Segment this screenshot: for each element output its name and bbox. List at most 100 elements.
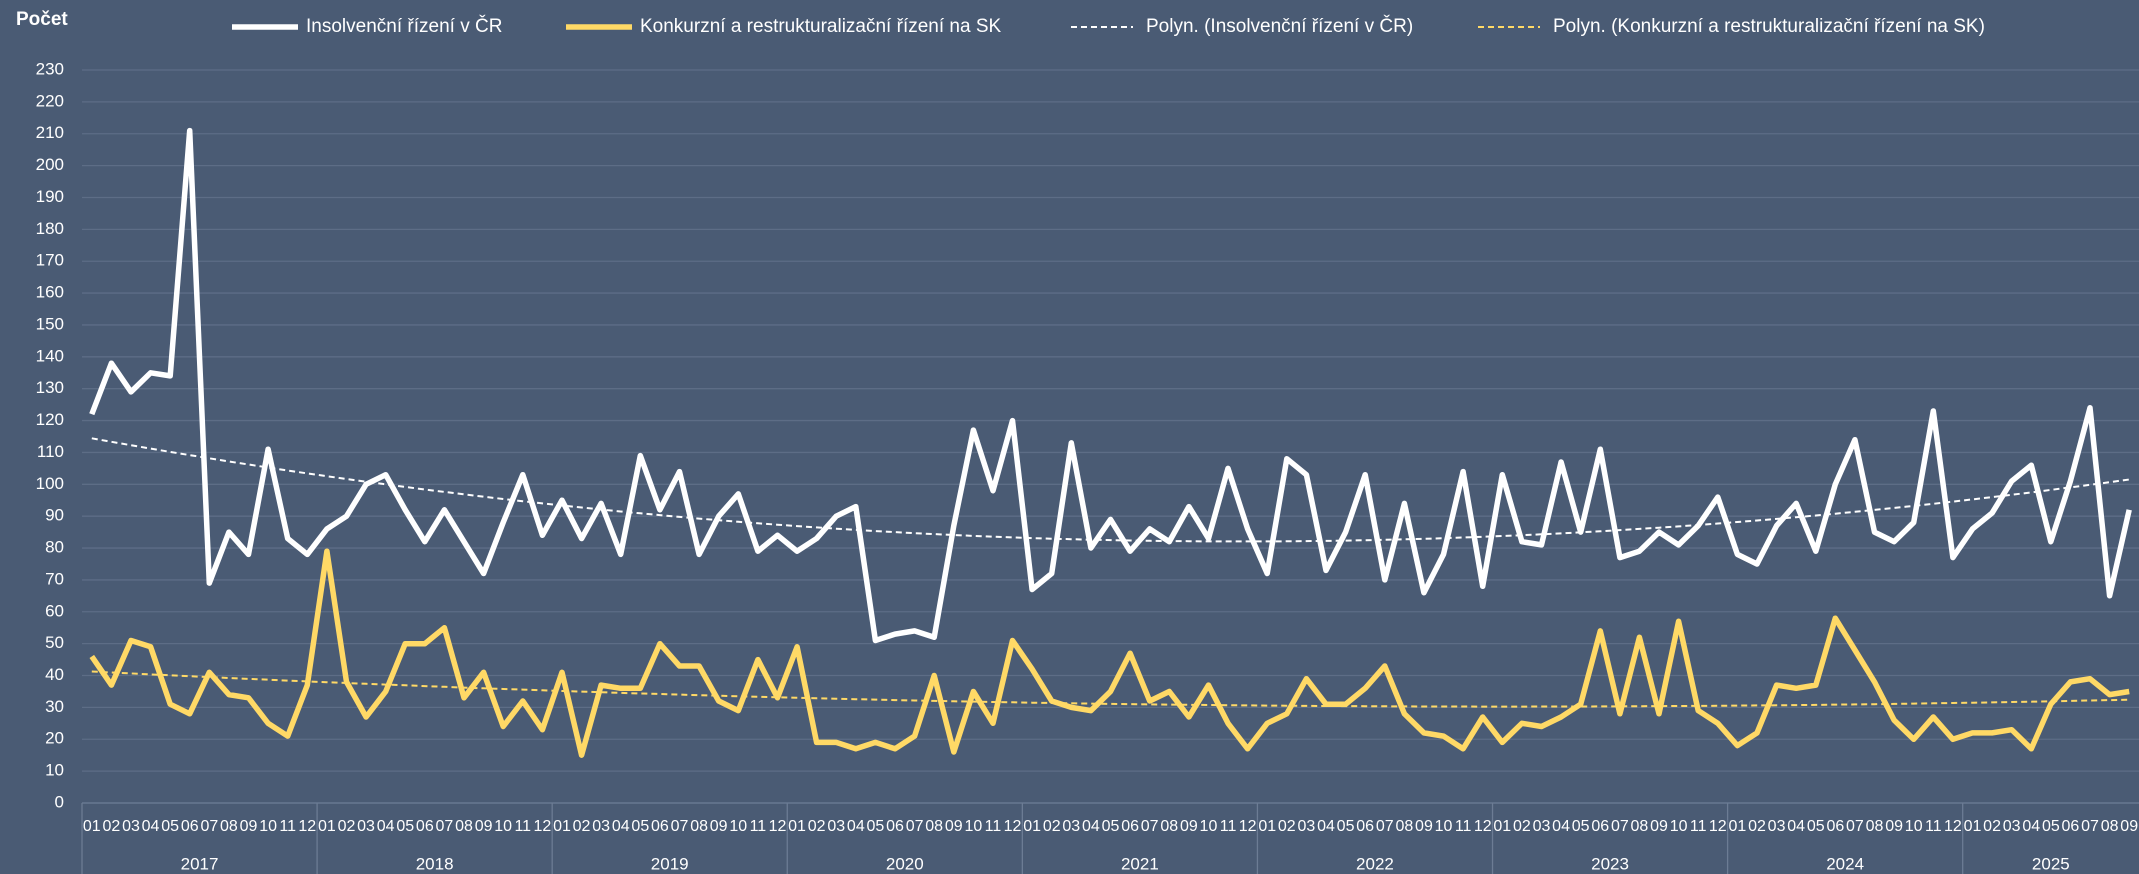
x-tick-label: 10 <box>1435 818 1453 835</box>
x-tick-label: 09 <box>475 818 493 835</box>
x-tick-label: 08 <box>220 818 238 835</box>
legend-label: Polyn. (Insolvenční řízení v ČR) <box>1146 15 1413 37</box>
x-tick-label: 10 <box>1905 818 1923 835</box>
y-tick-label: 110 <box>37 442 64 461</box>
y-tick-label: 180 <box>36 219 64 238</box>
x-tick-label: 06 <box>416 818 434 835</box>
x-tick-label: 04 <box>2022 818 2040 835</box>
x-tick-label: 01 <box>318 818 336 835</box>
x-tick-label: 11 <box>514 818 531 835</box>
x-tick-label: 01 <box>553 818 571 835</box>
x-tick-label: 11 <box>985 818 1002 835</box>
x-tick-label: 10 <box>964 818 982 835</box>
x-tick-label: 04 <box>847 818 865 835</box>
x-tick-label: 09 <box>1650 818 1668 835</box>
x-tick-label: 06 <box>1121 818 1139 835</box>
y-tick-label: 190 <box>36 187 64 206</box>
x-tick-label: 11 <box>1220 818 1237 835</box>
x-tick-label: 05 <box>396 818 414 835</box>
x-tick-label: 01 <box>1964 818 1982 835</box>
x-tick-label: 03 <box>1768 818 1786 835</box>
x-tick-label: 07 <box>671 818 689 835</box>
x-tick-label: 10 <box>259 818 277 835</box>
year-label: 2022 <box>1356 854 1394 873</box>
x-tick-label: 02 <box>1043 818 1061 835</box>
x-tick-label: 12 <box>1944 818 1962 835</box>
x-tick-label: 08 <box>1395 818 1413 835</box>
x-tick-label: 02 <box>1513 818 1531 835</box>
x-tick-label: 05 <box>1337 818 1355 835</box>
y-axis-title: Počet <box>16 9 68 30</box>
x-tick-label: 11 <box>750 818 767 835</box>
y-tick-label: 0 <box>55 792 64 811</box>
x-tick-label: 05 <box>2042 818 2060 835</box>
y-tick-label: 200 <box>36 155 64 174</box>
y-tick-label: 50 <box>45 633 64 652</box>
x-tick-label: 11 <box>1925 818 1942 835</box>
x-tick-label: 04 <box>1552 818 1570 835</box>
x-tick-label: 03 <box>827 818 845 835</box>
x-tick-label: 06 <box>651 818 669 835</box>
y-tick-label: 90 <box>45 506 64 525</box>
year-label: 2021 <box>1121 854 1159 873</box>
x-tick-label: 07 <box>1611 818 1629 835</box>
legend-label: Insolvenční řízení v ČR <box>306 15 502 37</box>
y-tick-label: 30 <box>45 697 64 716</box>
y-tick-label: 160 <box>36 283 64 302</box>
year-label: 2025 <box>2032 854 2070 873</box>
x-tick-label: 06 <box>1826 818 1844 835</box>
x-tick-label: 12 <box>1239 818 1257 835</box>
legend-label: Polyn. (Konkurzní a restrukturalizační ř… <box>1553 16 1985 37</box>
x-tick-label: 08 <box>690 818 708 835</box>
x-tick-label: 11 <box>1690 818 1707 835</box>
x-tick-label: 03 <box>357 818 375 835</box>
x-tick-label: 04 <box>612 818 630 835</box>
x-tick-label: 04 <box>1317 818 1335 835</box>
x-tick-label: 04 <box>142 818 160 835</box>
trend-line <box>91 437 2130 543</box>
x-tick-label: 06 <box>1356 818 1374 835</box>
x-tick-label: 10 <box>1670 818 1688 835</box>
legend-label: Konkurzní a restrukturalizační řízení na… <box>640 16 1001 37</box>
x-tick-label: 08 <box>1160 818 1178 835</box>
y-tick-label: 150 <box>36 314 64 333</box>
y-tick-label: 210 <box>36 123 64 142</box>
x-tick-label: 10 <box>729 818 747 835</box>
x-tick-label: 04 <box>1787 818 1805 835</box>
x-tick-label: 01 <box>1258 818 1276 835</box>
x-tick-label: 12 <box>1709 818 1727 835</box>
x-tick-label: 02 <box>808 818 826 835</box>
x-tick-label: 05 <box>1572 818 1590 835</box>
x-tick-label: 05 <box>631 818 649 835</box>
year-label: 2024 <box>1826 854 1864 873</box>
x-tick-label: 12 <box>298 818 316 835</box>
x-tick-label: 07 <box>200 818 218 835</box>
x-tick-label: 10 <box>1200 818 1218 835</box>
x-tick-label: 11 <box>1455 818 1472 835</box>
y-tick-label: 100 <box>36 474 64 493</box>
x-tick-label: 01 <box>1493 818 1511 835</box>
x-tick-label: 12 <box>769 818 787 835</box>
y-tick-label: 60 <box>45 601 64 620</box>
x-tick-label: 07 <box>1846 818 1864 835</box>
x-tick-label: 01 <box>1728 818 1746 835</box>
x-tick-label: 04 <box>1082 818 1100 835</box>
x-tick-label: 03 <box>2003 818 2021 835</box>
x-tick-label: 01 <box>83 818 101 835</box>
x-tick-label: 02 <box>338 818 356 835</box>
y-tick-label: 70 <box>45 569 64 588</box>
x-tick-label: 09 <box>710 818 728 835</box>
x-tick-label: 07 <box>906 818 924 835</box>
year-label: 2023 <box>1591 854 1629 873</box>
year-label: 2018 <box>416 854 454 873</box>
x-tick-label: 06 <box>181 818 199 835</box>
x-tick-label: 01 <box>1023 818 1041 835</box>
y-tick-label: 10 <box>45 761 64 780</box>
x-tick-label: 07 <box>1141 818 1159 835</box>
y-tick-label: 220 <box>36 91 64 110</box>
x-tick-label: 08 <box>1631 818 1649 835</box>
x-tick-label: 09 <box>1415 818 1433 835</box>
y-tick-label: 120 <box>36 410 64 429</box>
